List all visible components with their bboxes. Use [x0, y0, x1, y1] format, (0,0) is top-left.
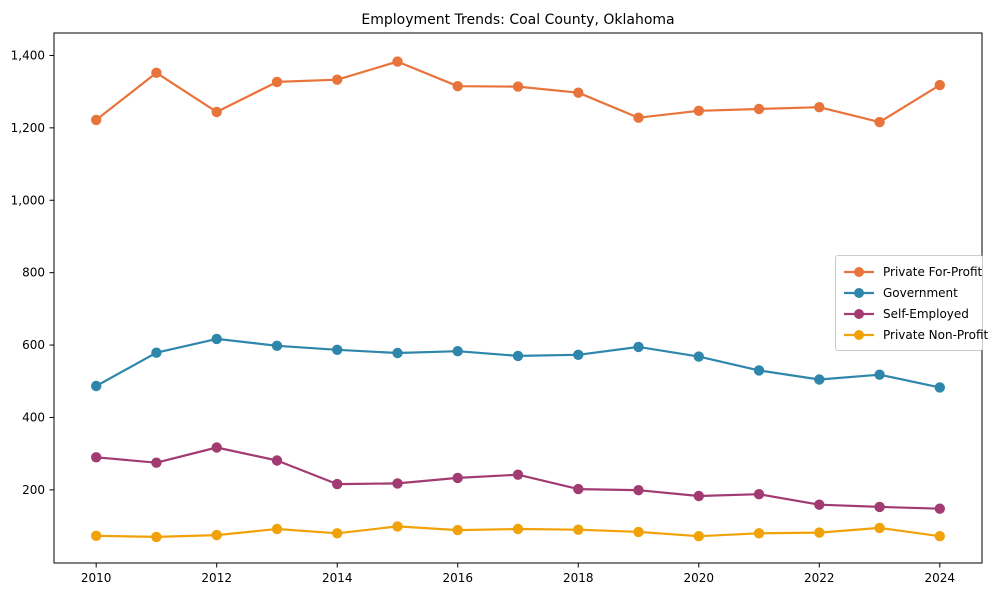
x-axis-tick-label: 2018	[563, 571, 594, 585]
data-point-marker	[392, 56, 403, 67]
data-point-marker	[211, 333, 222, 345]
data-point-marker	[91, 114, 102, 126]
data-point-marker	[271, 523, 283, 535]
legend-label: Government	[883, 285, 958, 300]
legend-label: Self-Employed	[883, 306, 969, 321]
data-point-marker	[753, 365, 765, 376]
data-point-marker	[693, 490, 704, 502]
data-point-marker	[753, 528, 765, 539]
data-point-marker	[512, 81, 524, 92]
legend-label: Private For-Profit	[883, 264, 983, 279]
data-point-marker	[753, 103, 765, 115]
y-axis-tick-label: 1,200	[11, 121, 45, 135]
y-axis-tick-label: 200	[22, 483, 45, 497]
legend: Private For-Profit Government Self-Employe…	[835, 255, 988, 351]
data-point-marker	[573, 87, 584, 98]
legend-line-marker-icon	[844, 266, 874, 277]
data-point-marker	[91, 530, 102, 541]
data-point-marker	[633, 112, 644, 123]
series-line-0	[95, 60, 941, 124]
legend-item: Private Non-Profit	[843, 324, 988, 345]
data-point-marker	[271, 340, 283, 351]
legend-line-marker-icon	[844, 329, 874, 340]
data-point-marker	[814, 102, 825, 113]
y-axis-tick-label: 1,400	[11, 48, 45, 62]
data-point-marker	[934, 382, 945, 393]
data-point-marker	[934, 503, 945, 514]
data-point-marker	[332, 344, 343, 355]
data-point-marker	[573, 349, 584, 360]
data-point-marker	[452, 81, 463, 92]
data-point-marker	[151, 531, 162, 543]
y-axis-tick-label: 400	[22, 410, 45, 424]
data-point-marker	[211, 106, 222, 118]
data-point-marker	[573, 524, 584, 535]
data-point-marker	[151, 67, 162, 79]
data-point-marker	[151, 457, 162, 468]
data-point-marker	[693, 105, 704, 117]
data-point-marker	[392, 521, 403, 532]
x-axis-tick-label: 2012	[201, 571, 232, 585]
data-point-marker	[151, 347, 162, 358]
x-axis-tick-label: 2010	[81, 571, 112, 585]
data-point-marker	[91, 452, 102, 463]
data-point-marker	[874, 116, 885, 128]
data-point-marker	[392, 478, 403, 489]
x-axis-tick-label: 2022	[804, 571, 835, 585]
data-point-marker	[633, 485, 644, 496]
y-axis-tick-label: 800	[22, 266, 45, 280]
data-point-marker	[693, 351, 704, 362]
data-point-marker	[332, 528, 343, 539]
x-axis-tick-label: 2014	[322, 571, 353, 585]
legend-item: Government	[843, 282, 975, 303]
data-point-marker	[934, 531, 945, 542]
data-point-marker	[91, 380, 102, 392]
data-point-marker	[512, 350, 524, 362]
data-point-marker	[874, 522, 885, 534]
data-point-marker	[392, 347, 403, 359]
data-point-marker	[332, 74, 343, 85]
legend-item: Self-Employed	[843, 303, 975, 324]
x-axis-tick-label: 2016	[442, 571, 473, 585]
y-axis-tick-label: 1,000	[11, 193, 45, 207]
data-point-marker	[934, 79, 945, 91]
data-point-marker	[271, 455, 283, 466]
data-point-marker	[452, 346, 463, 357]
data-point-marker	[271, 76, 283, 88]
data-point-marker	[512, 523, 524, 535]
data-point-marker	[753, 489, 765, 500]
y-axis-tick-label: 600	[22, 338, 45, 352]
data-point-marker	[874, 501, 885, 513]
data-point-marker	[211, 529, 222, 541]
data-point-marker	[814, 374, 825, 385]
data-point-marker	[874, 369, 885, 380]
legend-line-marker-icon	[844, 287, 874, 298]
legend-item: Private For-Profit	[843, 261, 982, 282]
legend-label: Private Non-Profit	[883, 327, 989, 342]
data-point-marker	[452, 524, 463, 536]
x-axis-tick-label: 2024	[925, 571, 956, 585]
data-point-marker	[633, 341, 644, 353]
data-point-marker	[814, 527, 825, 538]
data-point-marker	[332, 478, 343, 490]
data-point-marker	[452, 472, 463, 484]
data-point-marker	[573, 483, 584, 495]
data-point-marker	[211, 442, 222, 453]
data-point-marker	[814, 499, 825, 510]
legend-line-marker-icon	[844, 308, 874, 319]
series-line-1	[95, 337, 941, 389]
x-axis-tick-label: 2020	[684, 571, 715, 585]
data-point-marker	[633, 526, 644, 538]
data-point-marker	[693, 531, 704, 542]
chart-title: Employment Trends: Coal County, Oklahoma	[361, 12, 675, 28]
data-point-marker	[512, 469, 524, 480]
